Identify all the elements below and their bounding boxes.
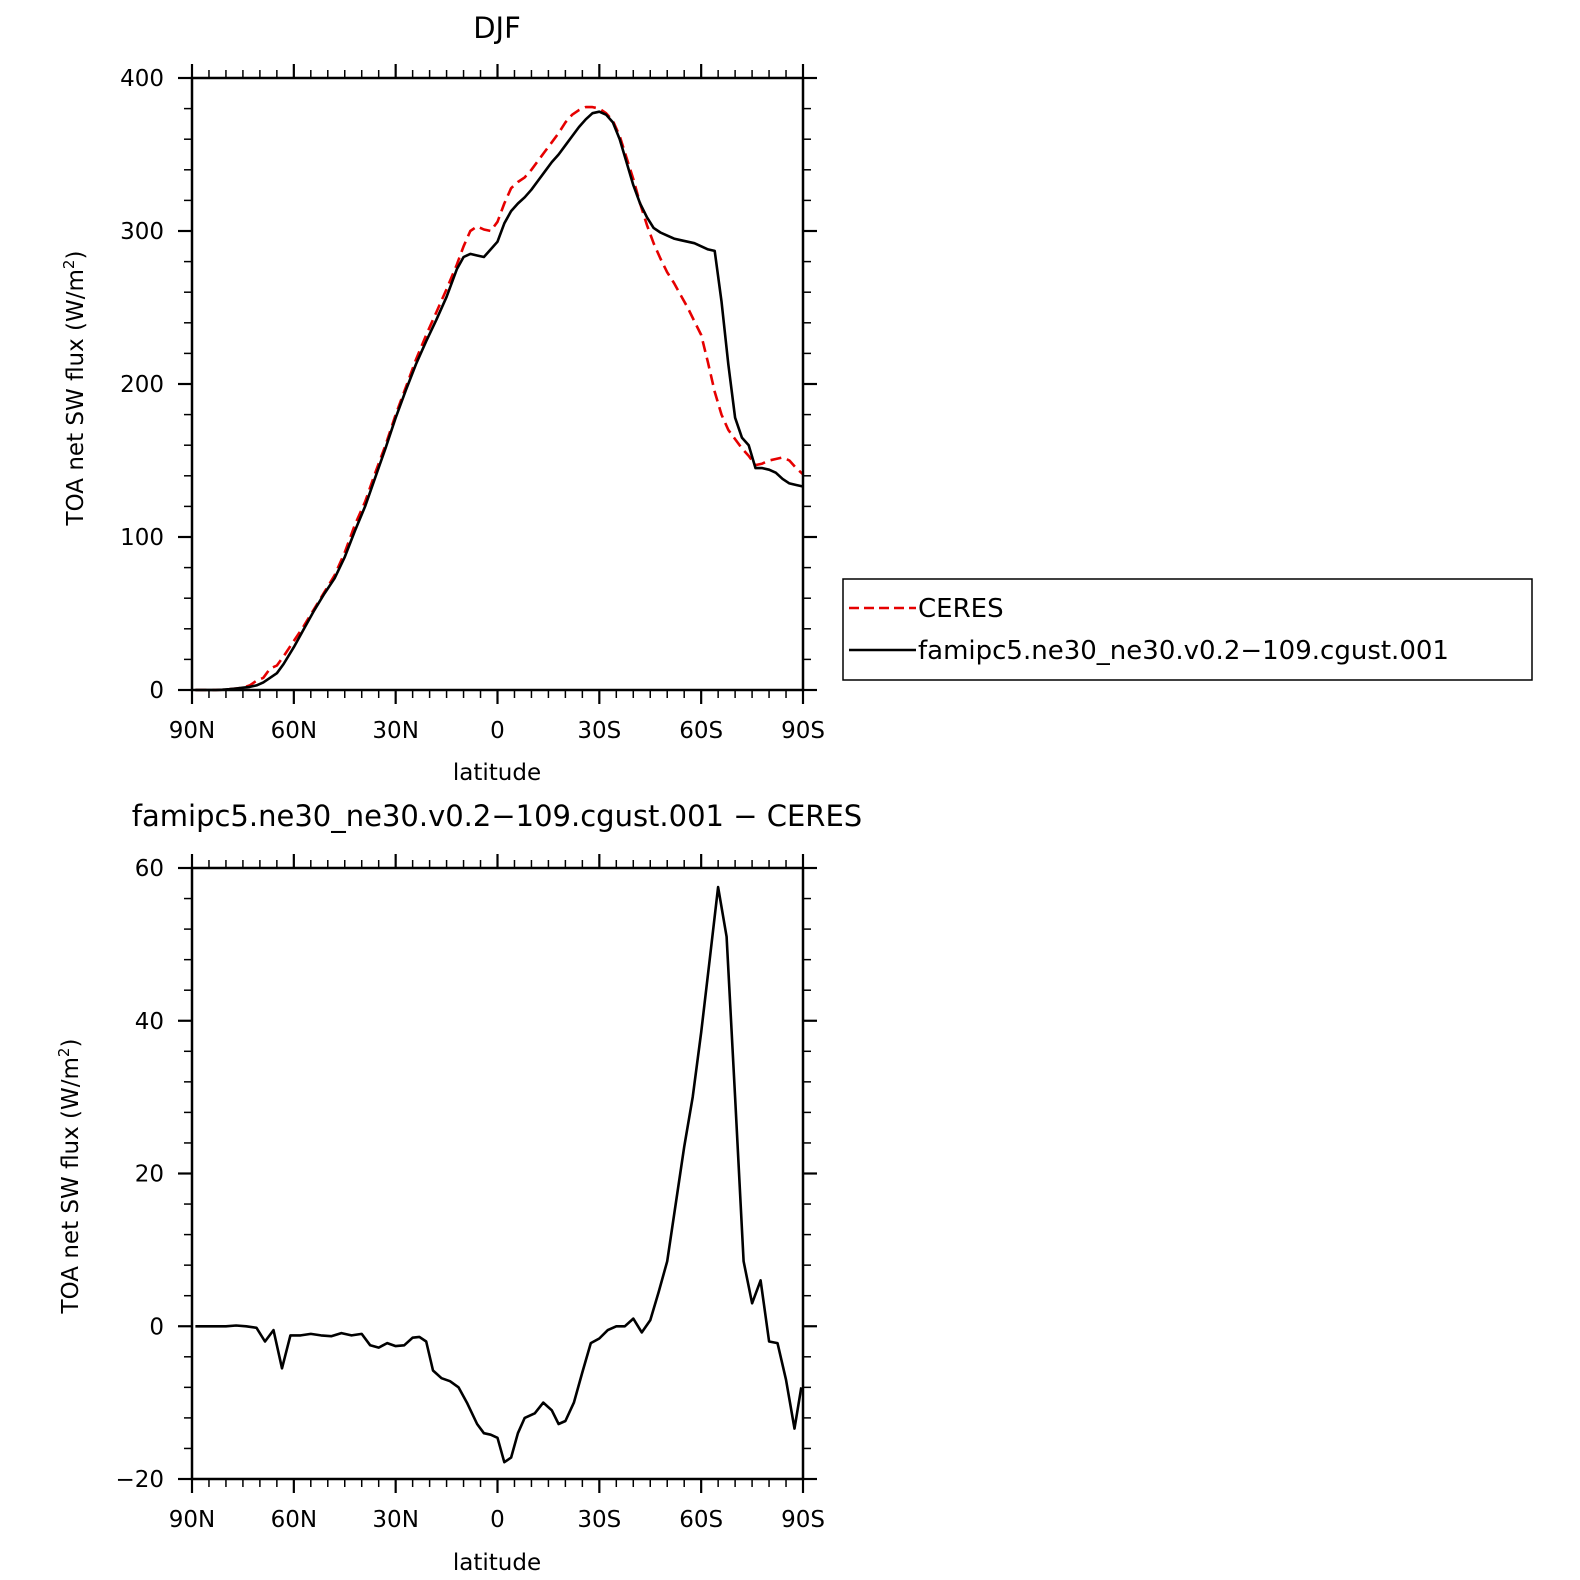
- bottom-y-axis-label: TOA net SW flux (W/m2): [55, 1039, 84, 1315]
- bottom-x-tick-label: 90N: [169, 1507, 215, 1533]
- top-y-tick-label: 200: [120, 372, 164, 398]
- top-y-tick-label: 0: [149, 678, 164, 704]
- bottom-x-tick-label: 30S: [577, 1507, 621, 1533]
- top-x-tick-label: 60N: [271, 718, 317, 744]
- legend-label-ceres: CERES: [918, 594, 1004, 624]
- bottom-x-tick-label: 30N: [372, 1507, 418, 1533]
- top-x-tick-label: 60S: [679, 718, 723, 744]
- bottom-x-tick-label: 60S: [679, 1507, 723, 1533]
- top-x-tick-label: 30N: [372, 718, 418, 744]
- top-chart-title: DJF: [473, 11, 521, 45]
- top-series-group: [195, 105, 804, 692]
- legend-box: [842, 578, 1533, 681]
- top-x-tick-label: 90S: [781, 718, 825, 744]
- top-tick-group: 90N 60N 30N 0 30S 60S 90S 0 100 200 300 400: [120, 64, 825, 744]
- top-series-line-0: [195, 105, 804, 692]
- bottom-y-tick-label: 60: [135, 856, 164, 882]
- top-plot-frame: [190, 76, 805, 692]
- top-panel: DJF TOA net SW flux (W/m2) latitude 90N 6…: [60, 11, 825, 786]
- bottom-panel: famipc5.ne30_ne30.v0.2−109.cgust.001 − C…: [55, 799, 862, 1576]
- top-y-tick-label: 300: [120, 219, 164, 245]
- top-series-line-1: [195, 110, 804, 692]
- top-y-tick-label: 400: [120, 66, 164, 92]
- bottom-y-tick-label: 40: [135, 1009, 164, 1035]
- bottom-x-tick-label: 60N: [271, 1507, 317, 1533]
- bottom-x-tick-label: 0: [490, 1507, 505, 1533]
- bottom-x-tick-label: 90S: [781, 1507, 825, 1533]
- top-y-tick-label: 100: [120, 525, 164, 551]
- legend-label-model: famipc5.ne30_ne30.v0.2−109.cgust.001: [918, 636, 1449, 666]
- legend: CERES famipc5.ne30_ne30.v0.2−109.cgust.0…: [842, 578, 1533, 681]
- top-x-tick-label: 30S: [577, 718, 621, 744]
- bottom-chart-title: famipc5.ne30_ne30.v0.2−109.cgust.001 − C…: [132, 799, 862, 833]
- bottom-plot-frame: [190, 866, 805, 1481]
- top-x-tick-label: 0: [490, 718, 505, 744]
- top-y-axis-label: TOA net SW flux (W/m2): [60, 251, 89, 527]
- bottom-series-line-0: [195, 885, 803, 1464]
- top-x-axis-label: latitude: [453, 760, 541, 786]
- bottom-y-tick-label: 0: [149, 1314, 164, 1340]
- bottom-y-tick-label: −20: [115, 1467, 164, 1493]
- bottom-series-group: [195, 885, 803, 1464]
- bottom-y-tick-label: 20: [135, 1162, 164, 1188]
- bottom-tick-group: 90N 60N 30N 0 30S 60S 90S −20 0 20 40 60: [115, 854, 825, 1533]
- top-x-tick-label: 90N: [169, 718, 215, 744]
- bottom-x-axis-label: latitude: [453, 1550, 541, 1576]
